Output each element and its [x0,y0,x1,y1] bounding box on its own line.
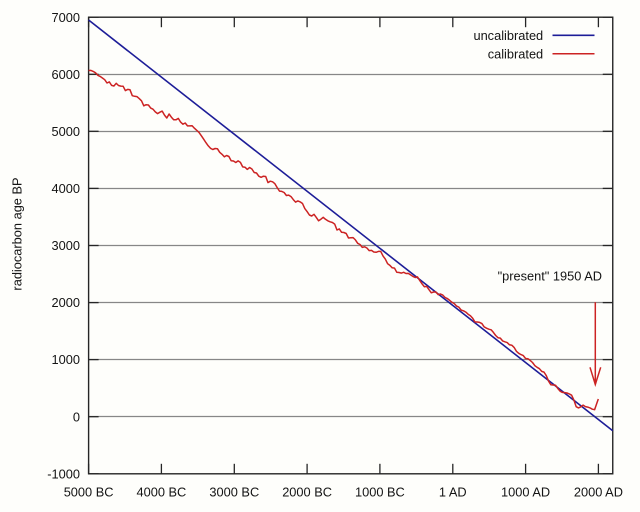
svg-text:3000: 3000 [52,238,80,253]
svg-text:1 AD: 1 AD [439,484,467,499]
svg-text:-1000: -1000 [47,466,80,481]
svg-text:4000: 4000 [52,181,80,196]
svg-text:7000: 7000 [52,10,80,25]
svg-text:3000 BC: 3000 BC [209,484,259,499]
svg-text:2000 AD: 2000 AD [574,484,623,499]
svg-text:4000 BC: 4000 BC [136,484,186,499]
svg-text:uncalibrated: uncalibrated [473,28,543,43]
svg-text:5000: 5000 [52,124,80,139]
svg-text:1000 AD: 1000 AD [501,484,550,499]
svg-text:radiocarbon age BP: radiocarbon age BP [10,177,25,290]
svg-text:calibrated: calibrated [488,46,544,61]
svg-text:2000 BC: 2000 BC [282,484,332,499]
svg-text:1000 BC: 1000 BC [355,484,405,499]
svg-text:"present" 1950 AD: "present" 1950 AD [498,268,602,283]
svg-text:0: 0 [73,409,80,424]
svg-text:5000 BC: 5000 BC [64,484,114,499]
svg-text:1000: 1000 [52,352,80,367]
svg-text:2000: 2000 [52,295,80,310]
svg-text:6000: 6000 [52,67,80,82]
